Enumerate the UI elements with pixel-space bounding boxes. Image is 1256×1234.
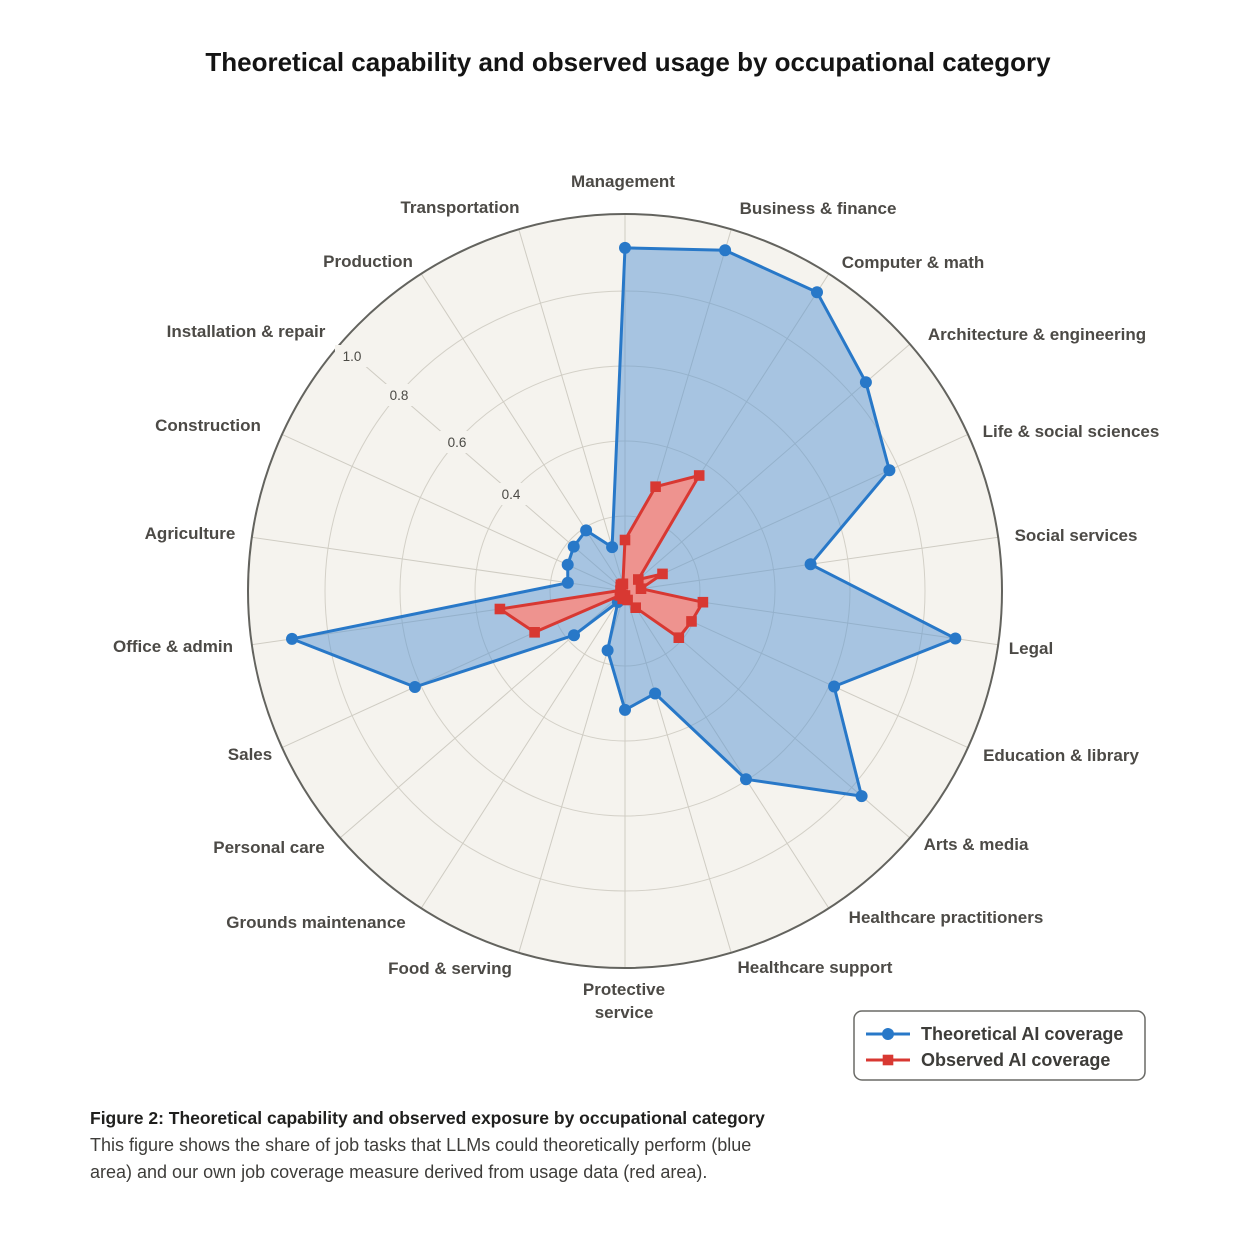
svg-text:Healthcare practitioners: Healthcare practitioners (849, 908, 1044, 927)
svg-text:Computer & math: Computer & math (842, 253, 985, 272)
svg-text:Grounds maintenance: Grounds maintenance (226, 913, 405, 932)
svg-text:Transportation: Transportation (400, 198, 519, 217)
svg-text:Office & admin: Office & admin (113, 637, 233, 656)
svg-text:service: service (595, 1003, 654, 1022)
svg-text:Architecture & engineering: Architecture & engineering (928, 325, 1146, 344)
svg-text:Theoretical AI coverage: Theoretical AI coverage (921, 1024, 1123, 1044)
svg-text:0.8: 0.8 (390, 388, 409, 403)
svg-text:0.6: 0.6 (448, 435, 467, 450)
svg-text:Legal: Legal (1009, 639, 1053, 658)
svg-text:Life & social sciences: Life & social sciences (983, 422, 1160, 441)
svg-text:Business & finance: Business & finance (740, 199, 897, 218)
svg-text:Observed AI coverage: Observed AI coverage (921, 1050, 1110, 1070)
svg-text:Production: Production (323, 252, 413, 271)
svg-text:area) and our own job coverage: area) and our own job coverage measure d… (90, 1162, 707, 1182)
svg-text:1.0: 1.0 (343, 349, 362, 364)
svg-text:Arts & media: Arts & media (924, 835, 1029, 854)
svg-text:Healthcare support: Healthcare support (738, 958, 893, 977)
svg-text:Protective: Protective (583, 980, 665, 999)
svg-text:Personal care: Personal care (213, 838, 325, 857)
svg-text:Installation & repair: Installation & repair (167, 322, 326, 341)
svg-text:Sales: Sales (228, 745, 272, 764)
svg-text:Education & library: Education & library (983, 746, 1139, 765)
svg-text:Management: Management (571, 172, 675, 191)
svg-text:Construction: Construction (155, 416, 261, 435)
svg-text:Theoretical capability and obs: Theoretical capability and observed usag… (205, 47, 1051, 77)
svg-text:0.4: 0.4 (502, 487, 521, 502)
svg-text:Social services: Social services (1015, 526, 1138, 545)
svg-text:Figure 2: Theoretical capabili: Figure 2: Theoretical capability and obs… (90, 1108, 765, 1128)
svg-text:This figure shows the share of: This figure shows the share of job tasks… (90, 1135, 751, 1155)
svg-text:Food & serving: Food & serving (388, 959, 512, 978)
svg-text:Agriculture: Agriculture (145, 524, 236, 543)
